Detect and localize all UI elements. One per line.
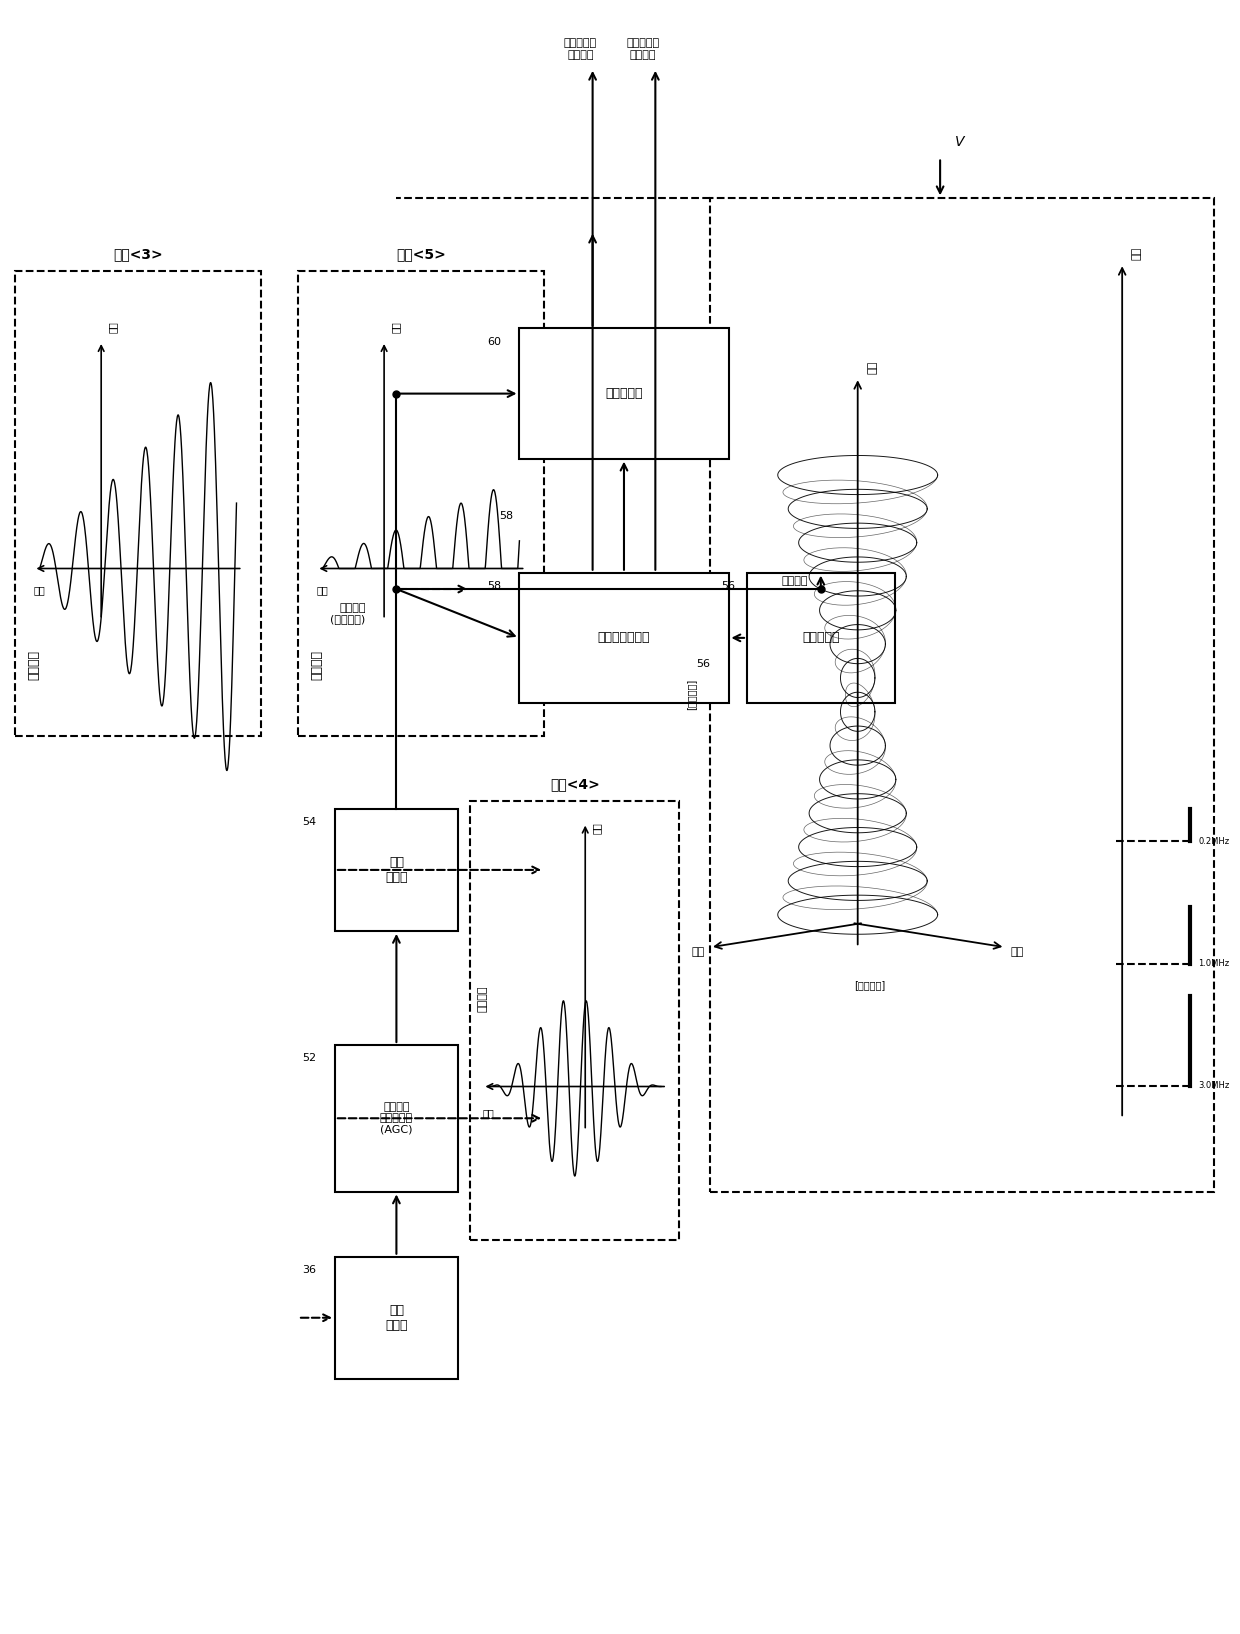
Text: 3.0MHz: 3.0MHz: [1198, 1082, 1230, 1090]
FancyBboxPatch shape: [746, 574, 894, 703]
Text: 向第二线圈
输出区块: 向第二线圈 输出区块: [564, 38, 596, 60]
Text: 信号
输入部: 信号 输入部: [386, 1304, 408, 1332]
Text: 52: 52: [303, 1054, 316, 1064]
Text: 信号波形
(振幅数据): 信号波形 (振幅数据): [330, 603, 366, 624]
Text: 半波整流: 半波整流: [310, 650, 322, 680]
Text: 时间: 时间: [108, 322, 118, 333]
Text: 58: 58: [487, 580, 501, 592]
FancyBboxPatch shape: [520, 574, 729, 703]
Bar: [711, 198, 1214, 1191]
Text: 波形<5>: 波形<5>: [396, 248, 446, 261]
FancyBboxPatch shape: [335, 809, 458, 931]
Text: [包络数据]: [包络数据]: [687, 680, 697, 711]
Text: 56: 56: [720, 580, 734, 592]
Text: 输入信号: 输入信号: [27, 650, 40, 680]
Text: 波形<3>: 波形<3>: [113, 248, 162, 261]
Text: 信号波形: 信号波形: [782, 575, 808, 587]
Text: 波形分析部: 波形分析部: [802, 631, 839, 644]
Text: 频率: 频率: [1011, 948, 1024, 958]
Text: V: V: [955, 136, 965, 149]
Text: 振幅: 振幅: [482, 1108, 495, 1118]
Text: 36: 36: [303, 1265, 316, 1275]
Text: 输出波形控制部: 输出波形控制部: [598, 631, 650, 644]
Text: 时间: 时间: [591, 822, 601, 835]
FancyBboxPatch shape: [335, 1046, 458, 1191]
Text: 输出调整部: 输出调整部: [605, 387, 642, 400]
Text: 振幅调整: 振幅调整: [477, 985, 487, 1011]
FancyBboxPatch shape: [520, 328, 729, 459]
Text: 时间: 时间: [868, 361, 878, 374]
Text: 1.0MHz: 1.0MHz: [1198, 959, 1230, 967]
Text: 向第一线圈
输出区块: 向第一线圈 输出区块: [626, 38, 660, 60]
Text: 0.2MHz: 0.2MHz: [1198, 837, 1230, 846]
Text: 60: 60: [487, 337, 501, 346]
Text: 波形<4>: 波形<4>: [549, 776, 600, 791]
Text: 时间: 时间: [391, 322, 401, 333]
Text: 振幅: 振幅: [316, 585, 329, 595]
Bar: [298, 271, 544, 735]
Text: 输入信号
振幅调整部
(AGC): 输入信号 振幅调整部 (AGC): [379, 1101, 413, 1136]
FancyBboxPatch shape: [335, 1257, 458, 1379]
Bar: [470, 801, 680, 1240]
Text: 时间: 时间: [1132, 247, 1142, 260]
Text: 56: 56: [696, 659, 711, 668]
Bar: [15, 271, 262, 735]
Text: [频率数据]: [频率数据]: [854, 980, 885, 990]
Text: 波形
整形部: 波形 整形部: [386, 856, 408, 884]
Text: 54: 54: [303, 817, 316, 827]
Text: 振幅: 振幅: [33, 585, 46, 595]
Text: 振幅: 振幅: [691, 948, 704, 958]
Text: 58: 58: [500, 511, 513, 521]
